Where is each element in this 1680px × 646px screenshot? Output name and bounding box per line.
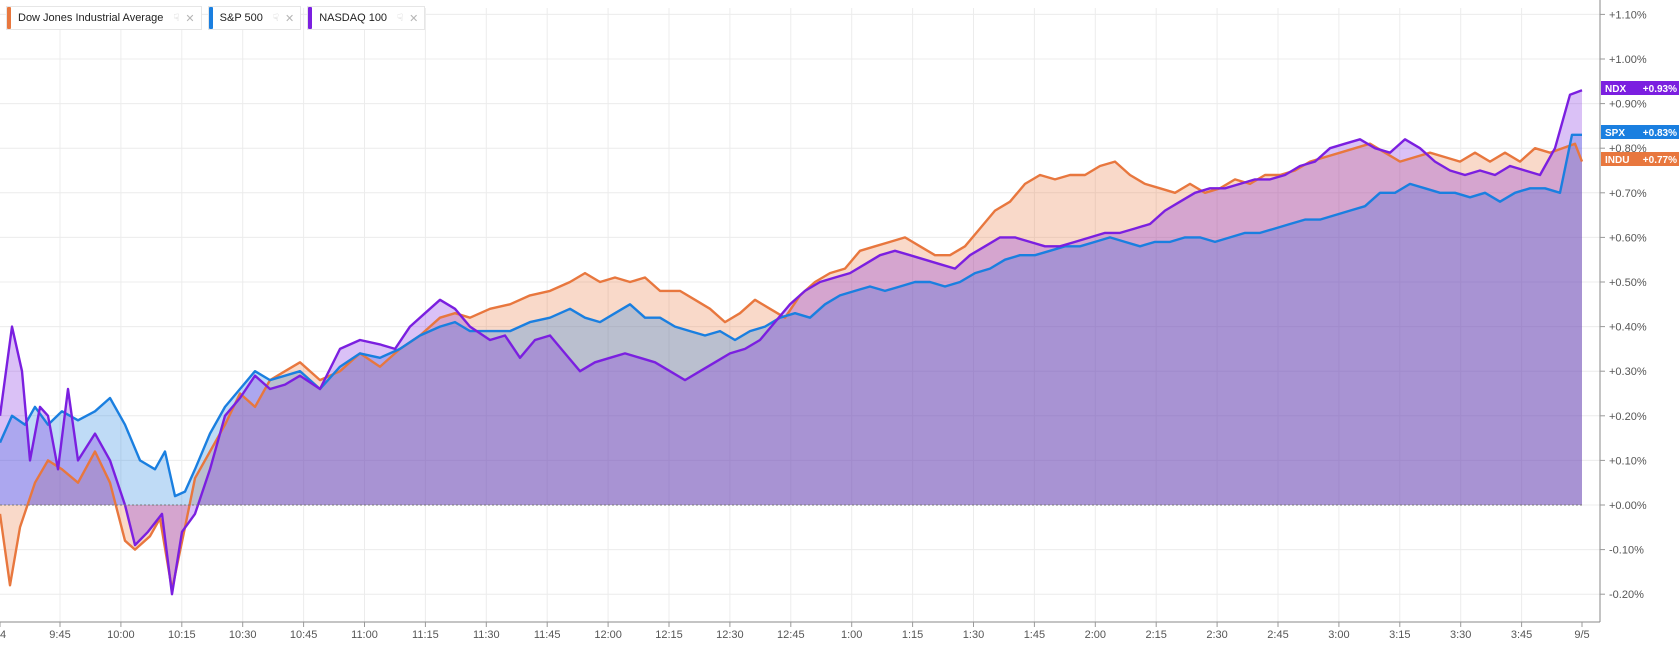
legend: Dow Jones Industrial Average ☟ ✕ S&P 500… [6, 6, 426, 30]
y-tick-label: +0.40% [1609, 322, 1647, 334]
pin-icon[interactable]: ☟ [397, 12, 404, 24]
x-tick-label: 11:30 [473, 629, 500, 641]
legend-item-spx[interactable]: S&P 500 ☟ ✕ [207, 6, 302, 30]
x-tick-label: 2:30 [1206, 629, 1227, 641]
area-indu [0, 143, 1582, 590]
x-tick-label: 4 [0, 629, 6, 641]
x-axis-ticks: 4 9:45 10:00 10:15 10:30 10:45 11:00 11:15 11:30… [0, 622, 1590, 641]
badge-ndx: NDX +0.93% [1601, 81, 1679, 95]
close-icon[interactable]: ✕ [185, 12, 195, 25]
legend-item-indu[interactable]: Dow Jones Industrial Average ☟ ✕ [6, 6, 202, 30]
y-axis-ticks: +1.10%+1.00%+0.90%+0.80%+0.70%+0.60%+0.5… [1600, 9, 1647, 601]
pin-icon[interactable]: ☟ [173, 12, 180, 24]
x-tick-label: 11:00 [351, 629, 378, 641]
area-ndx [0, 90, 1582, 595]
y-tick-label: +0.00% [1609, 500, 1647, 512]
close-icon[interactable]: ✕ [284, 12, 295, 25]
x-tick-label: 2:45 [1267, 629, 1288, 641]
badge-symbol: INDU [1605, 155, 1629, 166]
pin-icon[interactable]: ☟ [272, 12, 279, 24]
series-areas [0, 90, 1582, 595]
y-tick-label: -0.10% [1609, 545, 1644, 557]
x-tick-label: 11:45 [534, 629, 561, 641]
x-tick-label: 10:45 [290, 629, 318, 641]
x-tick-label: 2:15 [1145, 629, 1166, 641]
last-value-badges: INDU +0.77% SPX +0.83% NDX +0.93% [1601, 81, 1679, 166]
x-tick-label: 12:00 [594, 629, 622, 641]
x-tick-label: 12:45 [777, 629, 805, 641]
x-tick-label: 9:45 [49, 629, 70, 641]
badge-symbol: SPX [1605, 128, 1625, 139]
y-tick-label: +1.10% [1609, 9, 1647, 21]
x-tick-label: 3:45 [1511, 629, 1532, 641]
x-tick-label: 3:00 [1328, 629, 1349, 641]
x-tick-label: 1:45 [1024, 629, 1045, 641]
grid-lines [0, 8, 1600, 622]
badge-spx: SPX +0.83% [1601, 125, 1679, 139]
y-tick-label: +0.10% [1609, 455, 1647, 467]
x-tick-label: 1:15 [902, 629, 923, 641]
y-tick-label: -0.20% [1609, 589, 1644, 601]
x-tick-label: 11:15 [412, 629, 439, 641]
line-ndx[interactable] [0, 89, 1583, 596]
x-tick-label: 12:30 [716, 629, 744, 641]
x-tick-label: 3:30 [1450, 629, 1471, 641]
y-tick-label: +1.00% [1609, 54, 1647, 66]
x-tick-label: 10:30 [229, 629, 257, 641]
y-tick-label: +0.90% [1609, 99, 1647, 111]
legend-swatch [308, 7, 313, 29]
line-spx[interactable] [0, 133, 1582, 498]
badge-indu: INDU +0.77% [1601, 152, 1679, 166]
series-lines [0, 89, 1584, 596]
x-tick-label: 9/5 [1574, 629, 1589, 641]
close-icon[interactable]: ✕ [409, 12, 419, 25]
x-tick-label: 12:15 [655, 629, 683, 641]
badge-value: +0.83% [1643, 128, 1677, 139]
x-tick-label: 10:00 [107, 629, 135, 641]
y-tick-label: +0.30% [1609, 366, 1647, 378]
y-tick-label: +0.20% [1609, 411, 1647, 423]
badge-value: +0.77% [1643, 155, 1677, 166]
y-tick-label: +0.50% [1609, 277, 1647, 289]
x-tick-label: 1:30 [963, 629, 984, 641]
area-spx [0, 134, 1582, 506]
legend-swatch [7, 7, 11, 29]
x-tick-label: 10:15 [168, 629, 196, 641]
badge-symbol: NDX [1605, 84, 1626, 95]
legend-label: S&P 500 [219, 12, 263, 24]
y-tick-label: +0.70% [1609, 188, 1647, 200]
legend-swatch [208, 7, 213, 29]
x-tick-label: 3:15 [1389, 629, 1410, 641]
legend-item-ndx[interactable]: NASDAQ 100 ☟ ✕ [307, 6, 426, 30]
legend-label: Dow Jones Industrial Average [18, 12, 164, 24]
x-tick-label: 2:00 [1085, 629, 1106, 641]
badge-value: +0.93% [1643, 84, 1677, 95]
y-tick-label: +0.60% [1609, 232, 1647, 244]
x-tick-label: 1:00 [841, 629, 862, 641]
legend-label: NASDAQ 100 [319, 12, 388, 24]
